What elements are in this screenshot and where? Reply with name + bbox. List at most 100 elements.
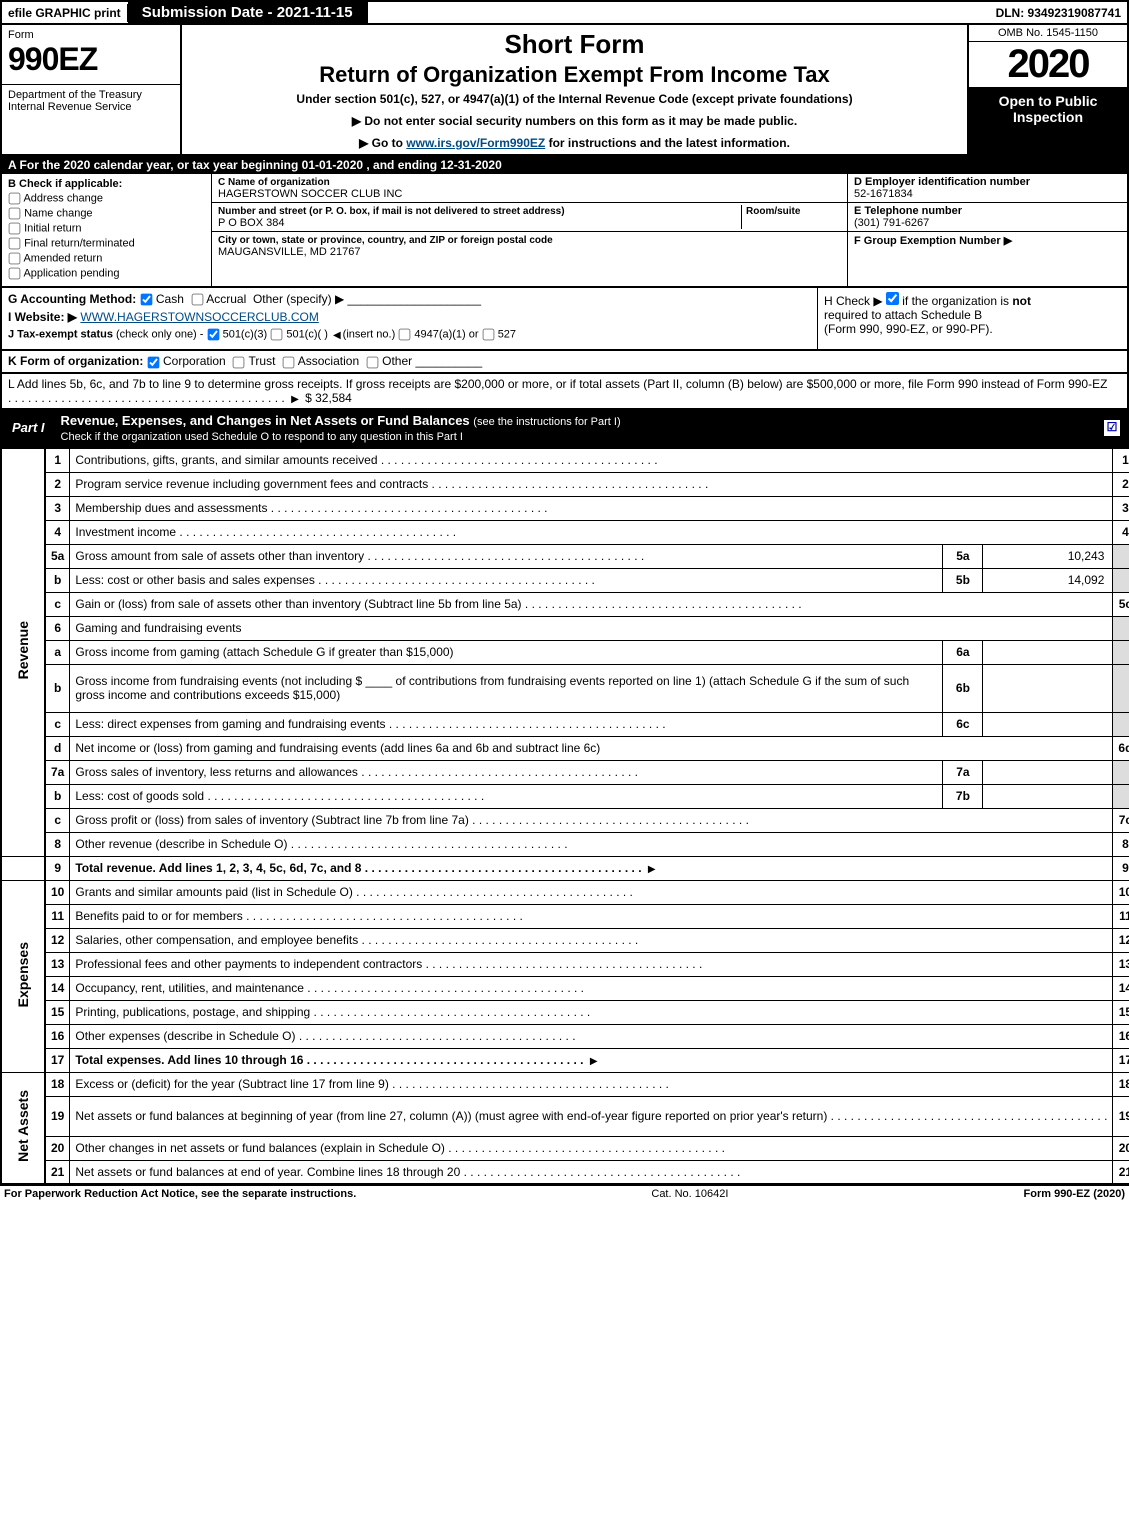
line-6c-desc: Less: direct expenses from gaming and fu… bbox=[70, 712, 943, 736]
table-row: c Gain or (loss) from sale of assets oth… bbox=[1, 592, 1129, 616]
side-blank bbox=[1, 856, 45, 880]
mnum: 7a bbox=[943, 760, 983, 784]
mnum: 5a bbox=[943, 544, 983, 568]
table-row: 16 Other expenses (describe in Schedule … bbox=[1, 1024, 1129, 1048]
part-i-title-text: Revenue, Expenses, and Changes in Net As… bbox=[61, 413, 470, 428]
rnum-shaded bbox=[1113, 640, 1129, 664]
title-short-form: Short Form bbox=[190, 29, 959, 60]
lno: b bbox=[45, 568, 70, 592]
cb-accrual[interactable] bbox=[191, 294, 203, 306]
b-item-final: Final return/terminated bbox=[8, 237, 205, 250]
cb-4947[interactable] bbox=[399, 329, 411, 341]
title-return: Return of Organization Exempt From Incom… bbox=[190, 62, 959, 88]
lno: 20 bbox=[45, 1136, 70, 1160]
table-row: 21 Net assets or fund balances at end of… bbox=[1, 1160, 1129, 1184]
c-street-value: P O BOX 384 bbox=[218, 217, 284, 229]
line-7a-desc: Gross sales of inventory, less returns a… bbox=[70, 760, 943, 784]
h-not: not bbox=[1012, 294, 1031, 308]
form-number: 990EZ bbox=[2, 41, 180, 84]
line-9-desc: Total revenue. Add lines 1, 2, 3, 4, 5c,… bbox=[70, 856, 1113, 880]
cb-address-change[interactable] bbox=[9, 193, 21, 205]
rnum: 13 bbox=[1113, 952, 1129, 976]
rnum-shaded bbox=[1113, 760, 1129, 784]
cb-trust[interactable] bbox=[233, 356, 245, 368]
part-i-schedule-o-checkbox[interactable]: ☑ bbox=[1103, 419, 1121, 437]
side-expenses: Expenses bbox=[1, 880, 45, 1072]
table-row: 6 Gaming and fundraising events bbox=[1, 616, 1129, 640]
e-label: E Telephone number bbox=[854, 205, 962, 217]
lno: 8 bbox=[45, 832, 70, 856]
line-2-desc: Program service revenue including govern… bbox=[70, 472, 1113, 496]
open-public-inspection: Open to Public Inspection bbox=[969, 87, 1127, 154]
part-i-label: Part I bbox=[2, 417, 55, 438]
lno: 16 bbox=[45, 1024, 70, 1048]
lno: 5a bbox=[45, 544, 70, 568]
line-8-desc: Other revenue (describe in Schedule O) bbox=[70, 832, 1113, 856]
rnum: 7c bbox=[1113, 808, 1129, 832]
b-item-name: Name change bbox=[8, 207, 205, 220]
website-link[interactable]: WWW.HAGERSTOWNSOCCERCLUB.COM bbox=[80, 310, 318, 324]
dept-line2: Internal Revenue Service bbox=[8, 101, 132, 113]
rnum: 21 bbox=[1113, 1160, 1129, 1184]
footer-left: For Paperwork Reduction Act Notice, see … bbox=[4, 1188, 356, 1200]
table-row: 14 Occupancy, rent, utilities, and maint… bbox=[1, 976, 1129, 1000]
cb-501c3[interactable] bbox=[207, 329, 219, 341]
arrow-icon bbox=[587, 1053, 601, 1067]
d-value: 52-1671834 bbox=[854, 188, 913, 200]
col-gij: G Accounting Method: Cash Accrual Other … bbox=[2, 288, 817, 349]
table-row: 13 Professional fees and other payments … bbox=[1, 952, 1129, 976]
cb-amended-return[interactable] bbox=[9, 253, 21, 265]
lno: 17 bbox=[45, 1048, 70, 1072]
lno: 4 bbox=[45, 520, 70, 544]
goto-link[interactable]: www.irs.gov/Form990EZ bbox=[406, 136, 545, 150]
line-13-desc: Professional fees and other payments to … bbox=[70, 952, 1113, 976]
rnum: 9 bbox=[1113, 856, 1129, 880]
b-address-label: Address change bbox=[23, 192, 103, 204]
cb-initial-return[interactable] bbox=[9, 223, 21, 235]
i-line: I Website: ▶ WWW.HAGERSTOWNSOCCERCLUB.CO… bbox=[8, 310, 811, 324]
line-6a-desc: Gross income from gaming (attach Schedul… bbox=[70, 640, 943, 664]
line-11-desc: Benefits paid to or for members bbox=[70, 904, 1113, 928]
lno: 21 bbox=[45, 1160, 70, 1184]
efile-label[interactable]: efile GRAPHIC print bbox=[2, 4, 128, 22]
cb-h-not-required[interactable] bbox=[886, 292, 899, 305]
cb-application-pending[interactable] bbox=[9, 268, 21, 280]
rnum-shaded bbox=[1113, 616, 1129, 640]
cb-cash[interactable] bbox=[140, 294, 152, 306]
arrow-icon bbox=[288, 391, 302, 405]
rnum: 15 bbox=[1113, 1000, 1129, 1024]
section-l: L Add lines 5b, 6c, and 7b to line 9 to … bbox=[0, 374, 1129, 410]
c-name-label: C Name of organization bbox=[218, 177, 330, 188]
j-4947: 4947(a)(1) or bbox=[414, 329, 478, 341]
lno: 18 bbox=[45, 1072, 70, 1096]
dept-line1: Department of the Treasury bbox=[8, 89, 142, 101]
rnum: 5c bbox=[1113, 592, 1129, 616]
line-4-desc: Investment income bbox=[70, 520, 1113, 544]
cb-final-return[interactable] bbox=[9, 238, 21, 250]
header-left: Form 990EZ Department of the Treasury In… bbox=[2, 25, 182, 154]
h-text1: H Check ▶ bbox=[824, 294, 883, 308]
b-name-label: Name change bbox=[24, 207, 93, 219]
table-row: 4 Investment income 4 1,874 bbox=[1, 520, 1129, 544]
k-other: Other bbox=[382, 354, 412, 368]
col-h: H Check ▶ if the organization is not req… bbox=[817, 288, 1127, 349]
line-10-desc: Grants and similar amounts paid (list in… bbox=[70, 880, 1113, 904]
table-row: c Less: direct expenses from gaming and … bbox=[1, 712, 1129, 736]
l-amount: $ 32,584 bbox=[305, 391, 352, 405]
b-amended-label: Amended return bbox=[23, 252, 102, 264]
b-final-label: Final return/terminated bbox=[24, 237, 135, 249]
rnum: 2 bbox=[1113, 472, 1129, 496]
cb-association[interactable] bbox=[283, 356, 295, 368]
cb-name-change[interactable] bbox=[9, 208, 21, 220]
lno: 6 bbox=[45, 616, 70, 640]
table-row: 19 Net assets or fund balances at beginn… bbox=[1, 1096, 1129, 1136]
cb-527[interactable] bbox=[482, 329, 494, 341]
table-row: 15 Printing, publications, postage, and … bbox=[1, 1000, 1129, 1024]
cb-corporation[interactable] bbox=[147, 356, 159, 368]
cb-other-org[interactable] bbox=[366, 356, 378, 368]
rnum-shaded bbox=[1113, 544, 1129, 568]
lno: d bbox=[45, 736, 70, 760]
cb-501c[interactable] bbox=[271, 329, 283, 341]
c-street-label: Number and street (or P. O. box, if mail… bbox=[218, 206, 565, 217]
mval bbox=[983, 784, 1113, 808]
